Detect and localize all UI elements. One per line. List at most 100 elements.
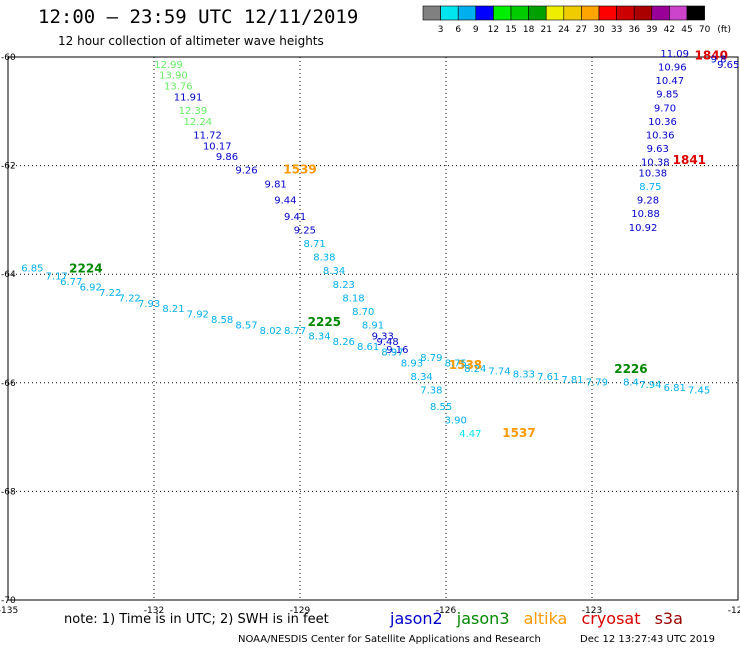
color-scale-label: 12 (488, 25, 499, 35)
swh-value: 9.81 (265, 179, 287, 190)
swh-value: 8.75 (445, 359, 467, 370)
swh-value: 9.28 (637, 196, 659, 207)
color-scale-swatch (686, 5, 705, 21)
swh-value: 12.24 (183, 117, 212, 128)
color-scale-swatch (440, 5, 459, 21)
swh-value: 8.4 (623, 378, 639, 389)
swh-value: 6.85 (21, 263, 43, 274)
swh-value: 10.36 (646, 130, 675, 141)
swh-value: 7.93 (138, 299, 160, 310)
swh-value: 10.88 (631, 209, 660, 220)
swh-value: 7.17 (46, 272, 68, 283)
swh-value: 7.22 (99, 288, 121, 299)
color-scale-label: (ft) (717, 25, 731, 35)
swh-value: 3.90 (445, 416, 467, 427)
pass-time-label: 1539 (283, 163, 316, 177)
swh-value: 9.44 (274, 196, 296, 207)
color-scale-swatch (651, 5, 670, 21)
footer-note: note: 1) Time is in UTC; 2) SWH is in fe… (64, 612, 329, 627)
satellite-legend: jason2 jason3 altika cryosat s3a (390, 609, 692, 628)
page-subtitle: 12 hour collection of altimeter wave hei… (58, 34, 324, 48)
swh-value: 10.17 (203, 141, 232, 152)
lon-tick-label: -120 (728, 606, 740, 616)
color-scale-swatch (422, 5, 441, 21)
swh-value: 7.79 (586, 378, 608, 389)
color-scale-swatch (510, 5, 529, 21)
swh-value: 10.38 (639, 168, 668, 179)
color-scale-label: 18 (523, 25, 535, 35)
swh-value: 9.8 (711, 54, 727, 65)
lat-tick-label: -62 (1, 162, 16, 172)
sat-legend-jason3: jason3 (456, 609, 510, 628)
lon-tick-label: -126 (436, 606, 457, 616)
color-scale-label: 27 (576, 25, 587, 35)
color-scale-label: 15 (505, 25, 516, 35)
color-scale-label: 21 (540, 25, 551, 35)
pass-time-label: 2226 (614, 362, 647, 376)
swh-value: 8.38 (313, 253, 335, 264)
swh-value: 8.57 (235, 321, 257, 332)
color-scale-swatch (545, 5, 565, 21)
swh-value: 6.77 (60, 277, 82, 288)
swh-value: 7.92 (187, 310, 209, 321)
swh-value: 8.58 (211, 315, 233, 326)
swh-value: 4.47 (459, 429, 481, 440)
color-scale-swatch (475, 5, 494, 21)
map-frame (7, 56, 739, 601)
swh-value: 9.65 (717, 60, 739, 71)
color-scale-label: 45 (681, 25, 692, 35)
swh-value: 11.72 (193, 130, 222, 141)
sat-legend-cryosat: cryosat (581, 609, 641, 628)
swh-value: 8.75 (639, 182, 661, 193)
swh-value: 7.81 (561, 375, 583, 386)
color-scale-swatch (493, 5, 512, 21)
lat-tick-label: -64 (1, 270, 16, 280)
swh-value: 9.63 (647, 144, 669, 155)
pass-time-label: 1537 (502, 426, 535, 440)
sat-legend-altika: altika (523, 609, 568, 628)
lon-tick-label: -135 (0, 606, 18, 616)
swh-value: 7.38 (420, 386, 442, 397)
color-scale-label: 3 (438, 25, 444, 35)
color-scale-swatch (669, 5, 688, 21)
swh-value: 12.39 (179, 106, 208, 117)
swh-value: 9.25 (294, 225, 316, 236)
color-scale-swatch (616, 5, 635, 21)
swh-value: 8.61 (357, 342, 379, 353)
swh-value: 8.18 (342, 293, 364, 304)
lon-tick-label: -129 (290, 606, 311, 616)
swh-value: 8.23 (333, 280, 355, 291)
swh-value: 8.24 (464, 364, 486, 375)
lat-tick-label: -60 (1, 53, 16, 63)
swh-value: 8.33 (513, 369, 535, 380)
sat-legend-s3a: s3a (654, 609, 683, 628)
swh-value: 9.70 (654, 103, 676, 114)
page-title: 12:00 – 23:59 UTC 12/11/2019 (38, 6, 359, 28)
color-scale-label: 70 (699, 25, 711, 35)
color-scale-label: 24 (558, 25, 570, 35)
footer-credit: NOAA/NESDIS Center for Satellite Applica… (238, 634, 541, 645)
swh-value: 8.91 (362, 321, 384, 332)
swh-value: 8.93 (401, 359, 423, 370)
swh-value: 8.55 (430, 402, 452, 413)
lat-tick-label: -66 (1, 379, 16, 389)
swh-value: 8.34 (308, 331, 330, 342)
swh-value: 8.26 (333, 337, 355, 348)
lat-tick-label: -70 (1, 596, 16, 606)
swh-value: 8.79 (420, 353, 442, 364)
swh-value: 8.02 (260, 326, 282, 337)
lon-tick-label: -123 (582, 606, 602, 616)
swh-value: 7.94 (639, 380, 661, 391)
swh-value: 10.92 (629, 223, 658, 234)
swh-value: 10.38 (641, 158, 670, 169)
swh-value: 9.48 (376, 337, 398, 348)
swh-value: 8.97 (381, 348, 403, 359)
swh-value: 8.34 (323, 266, 345, 277)
swh-value: 9.41 (284, 212, 306, 223)
swh-value: 6.92 (80, 282, 102, 293)
swh-value: 9.85 (656, 90, 678, 101)
color-scale-label: 9 (473, 25, 479, 35)
swh-value: 9.33 (372, 331, 394, 342)
swh-value: 8.77 (284, 326, 306, 337)
